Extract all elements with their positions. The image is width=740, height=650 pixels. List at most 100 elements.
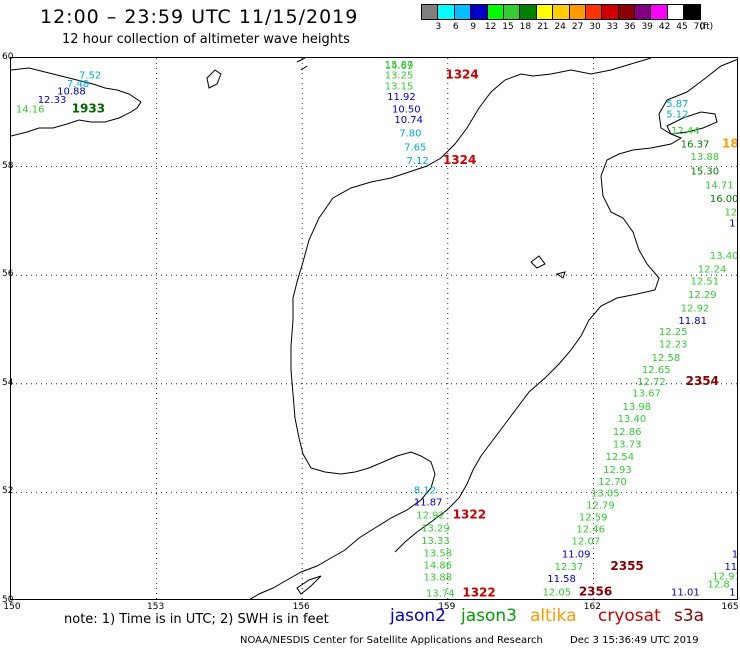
wave-height-label: 7.65 [404, 142, 426, 153]
colorbar-swatch [666, 4, 685, 20]
wave-height-label: 13.73 [613, 439, 642, 450]
wave-height-label: 11.92 [387, 92, 416, 103]
legend-item-jason3: jason3 [461, 606, 517, 626]
latitude-label: 58 [2, 160, 14, 171]
colorbar-swatch [502, 4, 521, 20]
wave-height-label: 12.46 [576, 525, 605, 536]
wave-height-label: 12.23 [659, 339, 688, 350]
colorbar-swatch [470, 4, 488, 20]
graticule [11, 58, 737, 599]
wave-height-label: 15.30 [690, 167, 719, 178]
coastline-kamchatka-west [390, 58, 652, 179]
wave-height-label: 12.93 [603, 465, 632, 476]
wave-height-label: 13.29 [421, 523, 450, 534]
wave-height-label: 5.12 [666, 110, 688, 121]
wave-height-label: 13.25 [385, 71, 414, 82]
colorbar-label: 45 [676, 22, 688, 32]
colorbar-label: 42 [658, 22, 671, 32]
wave-height-label: 14.71 [705, 180, 734, 191]
wave-height-label: 12.07 [572, 537, 601, 548]
wave-height-label: 12.58 [652, 353, 681, 364]
colorbar-swatch [584, 4, 603, 20]
colorbar [421, 4, 701, 20]
wave-height-label: 13.05 [591, 489, 620, 500]
colorbar-label: 9 [470, 22, 477, 32]
wave-height-label: 13.40 [618, 414, 647, 425]
footer: NOAA/NESDIS Center for Satellite Applica… [240, 635, 699, 646]
wave-height-label: 15.87 [385, 60, 414, 71]
wave-height-label: 7.48 [67, 79, 89, 90]
wave-height-label: 10.74 [394, 115, 423, 126]
wave-height-label: 11 [729, 588, 738, 599]
colorbar-label: 36 [624, 22, 636, 32]
colorbar-swatch [617, 4, 636, 20]
wave-height-label: 10.88 [57, 86, 86, 97]
colorbar-labels: 3 6 9 12 15 18 21 24 27 30 33 36 39 42 45 70 (ft) [422, 22, 740, 36]
coastline-karaginsky-island [666, 111, 718, 135]
wave-height-label: 16.37 [681, 140, 710, 151]
longitude-label: 153 [147, 602, 165, 612]
colorbar-label: 27 [571, 22, 584, 32]
wave-height-label: 7.52 [79, 71, 101, 82]
coastline-north-shore [11, 67, 142, 137]
wave-height-label: 11.6 [729, 218, 738, 229]
colorbar-swatch [519, 4, 537, 20]
coastline-okhotsk-west [249, 177, 436, 599]
coastline-islet-3 [530, 255, 546, 269]
pass-time-label: 1807 [722, 137, 738, 151]
colorbar-label: 39 [641, 22, 653, 32]
longitude-label: 150 [3, 602, 21, 612]
colorbar-swatch [453, 4, 472, 20]
wave-height-label: 12.65 [642, 365, 671, 376]
wave-height-label: 13.15 [385, 81, 414, 92]
wave-height-label: 12.72 [637, 377, 666, 388]
wave-height-label: 12.91 [712, 571, 738, 582]
colorbar-swatch [552, 4, 570, 20]
wave-height-label: 13.67 [632, 388, 661, 399]
wave-height-label: 13.88 [424, 572, 453, 583]
wave-height-label: 12.54 [606, 452, 635, 463]
longitude-label: 162 [583, 602, 601, 612]
coastline-kuril-island [296, 575, 322, 595]
colorbar-label: 21 [537, 22, 549, 32]
colorbar-label: (ft) [699, 22, 714, 32]
legend-item-cryosat: cryosat [598, 606, 661, 626]
wave-height-label: 12.92 [681, 304, 710, 315]
colorbar-swatch [437, 4, 455, 20]
colorbar-swatch [486, 4, 504, 20]
latitude-label: 54 [2, 377, 14, 388]
colorbar-swatch [601, 4, 619, 20]
footer-credit: NOAA/NESDIS Center for Satellite Applica… [240, 635, 543, 646]
pass-time-label: 1324 [445, 68, 478, 82]
wave-height-label: 11.81 [678, 316, 707, 327]
wave-height-label: 11.01 [671, 588, 700, 599]
pass-time-label: 1324 [443, 153, 476, 167]
longitude-label: 165 [721, 602, 739, 612]
pass-time-label: 2355 [610, 559, 643, 573]
colorbar-swatch [683, 4, 701, 20]
colorbar-label: 12 [484, 22, 497, 32]
wave-height-label: 12.8 [707, 579, 729, 590]
footer-date: Dec 3 15:36:49 UTC 2019 [570, 635, 699, 646]
wave-height-label: 7.80 [399, 129, 421, 140]
colorbar-swatch [535, 4, 554, 20]
wave-height-label: 14.16 [16, 104, 45, 115]
colorbar-label: 18 [519, 22, 532, 32]
wave-height-label: 12.92 [416, 510, 445, 521]
colorbar-swatch [568, 4, 586, 20]
wave-height-label: 8.12 [414, 485, 436, 496]
latitude-label: 50 [2, 595, 14, 605]
wave-height-label: 12.59 [579, 513, 608, 524]
coastline [11, 58, 737, 599]
coastline-islet-2 [296, 58, 308, 71]
colorbar-label: 70 [693, 22, 706, 32]
wave-height-label: 13.88 [690, 152, 719, 163]
colorbar-label: 15 [502, 22, 514, 32]
wave-height-label: 12.86 [724, 207, 738, 218]
note-text: note: 1) Time is in UTC; 2) SWH is in fe… [64, 612, 329, 627]
wave-height-label: 12.29 [688, 290, 717, 301]
map-frame: 7.52 7.48 10.88 12.33 14.16 1933 15.87 14.69 13.… [10, 57, 738, 600]
wave-height-label: 7.12 [407, 156, 429, 167]
